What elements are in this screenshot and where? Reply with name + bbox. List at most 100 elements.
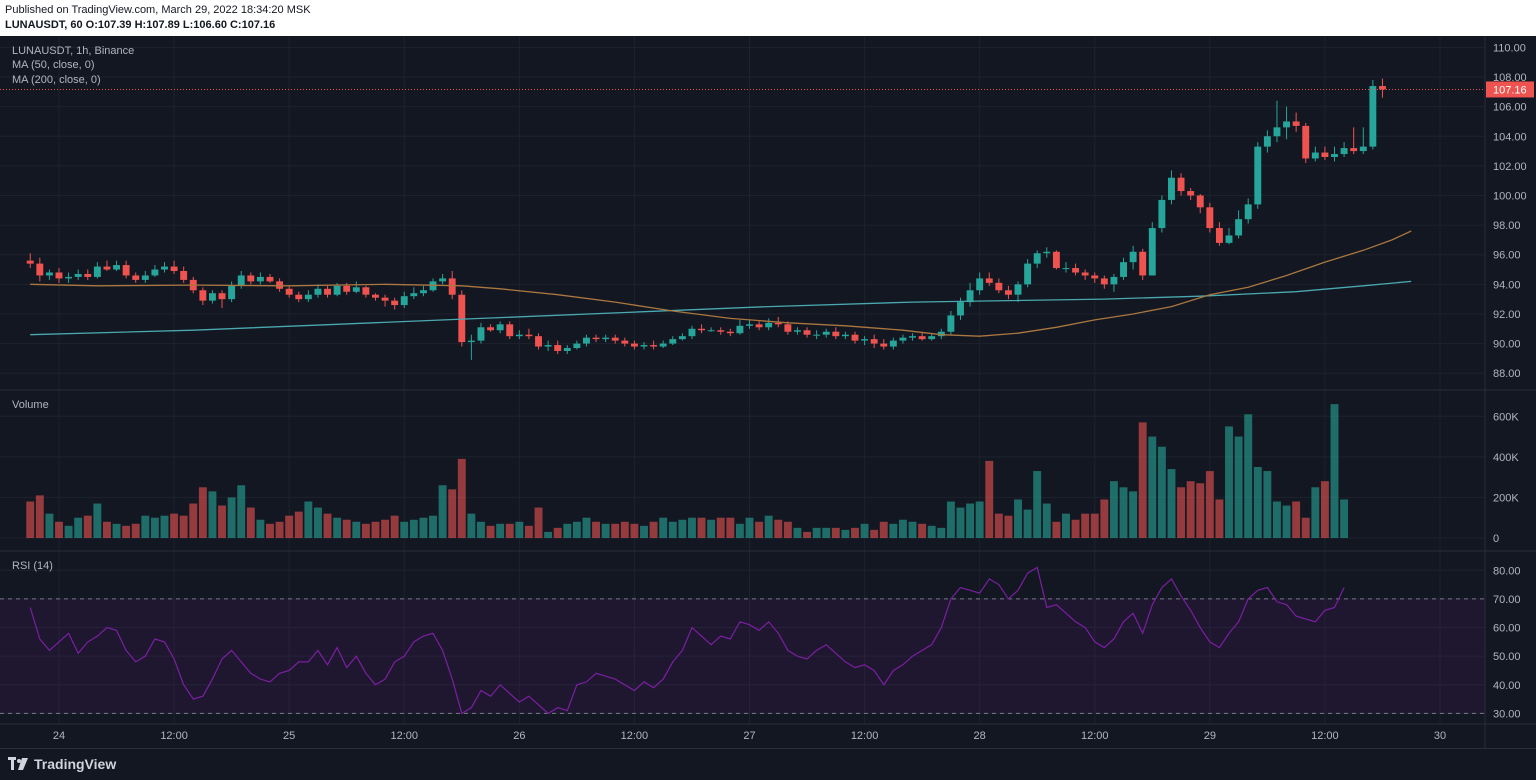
candle-body <box>832 331 840 337</box>
price-tick-label: 102.00 <box>1493 161 1527 173</box>
candle-body <box>1350 148 1358 152</box>
candle-body <box>650 345 658 347</box>
volume-bar <box>1282 505 1291 538</box>
chart-area[interactable]: 110.00 108.00 106.00 104.00 102.00 100.00 98.0… <box>0 36 1536 748</box>
candle-body <box>803 330 811 335</box>
price-tick-label: 98.00 <box>1493 220 1521 232</box>
volume-bar <box>803 531 811 538</box>
volume-bar <box>35 495 44 538</box>
candle-body <box>180 271 188 280</box>
candle-body <box>1379 86 1386 90</box>
candle-body <box>1158 199 1166 229</box>
candle-body <box>381 297 389 301</box>
candle-body <box>295 294 303 300</box>
volume-bar <box>745 517 754 538</box>
candle-body <box>1302 125 1310 159</box>
volume-bar <box>946 501 955 538</box>
candle-body <box>410 293 418 297</box>
candle-body <box>285 288 293 295</box>
candle-body <box>1014 284 1022 295</box>
volume-bar <box>630 523 639 538</box>
volume-bar <box>1081 513 1090 538</box>
tradingview-logo[interactable]: TradingView <box>8 756 116 772</box>
volume-bar <box>1244 414 1253 538</box>
candle-body <box>1043 251 1051 254</box>
volume-bar <box>285 515 294 538</box>
candle-body <box>36 263 44 276</box>
rsi-tick-label: 30.00 <box>1493 708 1521 720</box>
pane-separators <box>0 36 1536 748</box>
volume-bar <box>189 503 198 538</box>
volume-bar <box>898 519 907 538</box>
candle-body <box>1062 268 1070 270</box>
price-tick-label: 92.00 <box>1493 309 1521 321</box>
candle-body <box>45 272 53 276</box>
time-tick-label: 29 <box>1204 730 1216 742</box>
volume-bar <box>467 513 476 538</box>
volume-bar <box>45 513 54 538</box>
ma50-line <box>30 230 1412 337</box>
candle-body <box>573 343 581 349</box>
candle-body <box>132 275 140 280</box>
candle-body <box>976 278 984 291</box>
price-tick-label: 90.00 <box>1493 339 1521 351</box>
volume-bar <box>735 523 744 538</box>
volume-bar <box>563 523 572 538</box>
volume-bar <box>870 529 879 538</box>
volume-bar <box>755 521 764 538</box>
volume-bar <box>1311 487 1320 538</box>
volume-bar <box>313 507 322 538</box>
candle-body <box>918 336 926 340</box>
volume-bar <box>131 523 140 538</box>
volume-bar <box>1320 481 1329 538</box>
candle-body <box>1187 191 1195 196</box>
candle-body <box>937 331 945 337</box>
candle-body <box>1004 290 1012 295</box>
candle-body <box>400 296 408 306</box>
candle-body <box>1273 127 1281 137</box>
candle-body <box>774 322 782 325</box>
time-tick-label: 25 <box>283 730 295 742</box>
time-tick-label: 28 <box>974 730 986 742</box>
candle-body <box>1244 204 1252 220</box>
volume-bar <box>83 515 92 538</box>
price-tick-label: 100.00 <box>1493 190 1527 202</box>
candle-body <box>870 339 878 344</box>
candle-body <box>266 276 274 282</box>
candle-body <box>247 275 255 282</box>
volume-bar <box>592 521 601 538</box>
candle-body <box>113 265 120 270</box>
volume-bar <box>918 523 927 538</box>
rsi-line <box>29 566 1345 715</box>
time-tick-label: 24 <box>53 730 65 742</box>
volume-bar <box>937 527 946 538</box>
candle-body <box>1139 251 1147 276</box>
candle-body <box>861 339 869 341</box>
time-tick-label: 12:00 <box>621 730 649 742</box>
volume-tick-label: 200K <box>1493 492 1519 504</box>
candle-body <box>1052 251 1060 269</box>
volume-bar <box>93 503 102 538</box>
candle-body <box>1129 251 1137 263</box>
candle-body <box>985 278 993 283</box>
volume-bar <box>150 517 159 538</box>
volume-bar <box>477 521 485 538</box>
volume-bar <box>640 525 648 538</box>
rsi-bands <box>0 598 1485 714</box>
volume-bar <box>1340 499 1349 538</box>
candle-body <box>909 336 916 338</box>
volume-bar <box>774 519 783 538</box>
rsi-tick-label: 60.00 <box>1493 623 1521 635</box>
volume-bar <box>246 507 255 538</box>
volume-bar <box>1177 487 1186 538</box>
candle-body <box>237 275 245 286</box>
volume-bar <box>927 525 936 538</box>
chart-svg[interactable]: 110.00 108.00 106.00 104.00 102.00 100.00 98.0… <box>0 36 1536 748</box>
candle-body <box>496 324 504 331</box>
candle-body <box>630 343 638 347</box>
volume-bar <box>783 521 792 538</box>
volume-bar <box>831 527 840 538</box>
header-bar: Published on TradingView.com, March 29, … <box>0 0 1536 36</box>
price-tick-label: 110.00 <box>1493 42 1526 54</box>
volume-bar <box>688 517 696 538</box>
